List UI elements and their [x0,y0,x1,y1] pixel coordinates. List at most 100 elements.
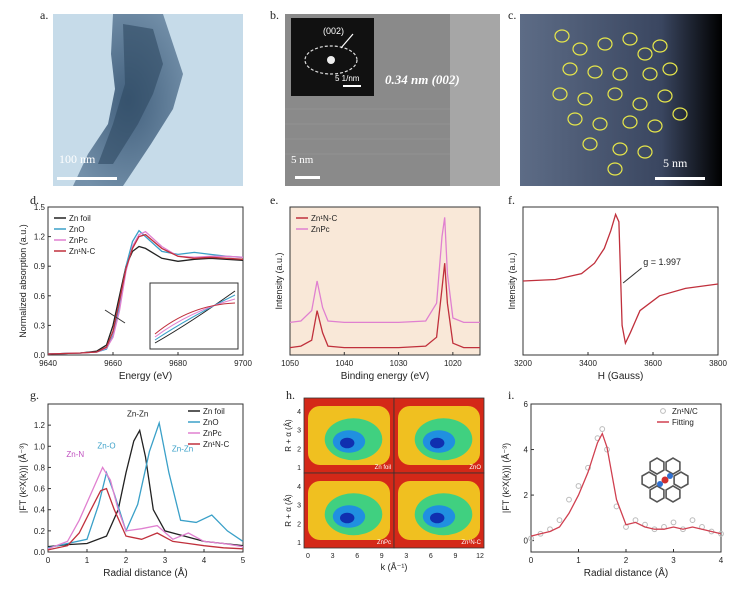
y-tick-label: 0.0 [34,548,46,557]
x-axis-label: Radial distance (Å) [103,566,187,579]
panel-label-i: i. [508,388,515,402]
series-line [522,212,719,346]
y-tick-label: 2 [524,491,529,500]
y-tick-label: 6 [524,400,529,409]
inset-series [154,302,236,335]
y-tick-label: 3 [297,428,301,435]
y-tick-label: 1.5 [34,203,46,212]
legend-entry: Zn¹N-C [311,214,337,223]
hrtem-texture [285,14,500,186]
panel-label-h: h. [286,388,295,402]
molecular-ring [665,457,681,476]
x-axis-label: Radial distance (Å) [584,566,668,579]
annotation-zn-zn: Zn-Zn [127,410,148,419]
series-line [47,245,244,355]
atom-marker [592,117,608,131]
x-tick-label: 3600 [644,359,662,368]
x-tick-label: 6 [355,553,359,560]
atom-marker [582,137,598,151]
y-axis-label: Normalized absorption (a.u.) [18,224,28,338]
atom-marker [562,62,578,76]
scalebar-c [655,177,705,180]
inset-plane-label: (002) [323,26,345,36]
chart-f-epr: 3200 3400 3600 3800 H (Gauss) Intensity (a.u.… [507,206,727,382]
atom-marker [612,67,628,81]
atom-marker [672,107,688,121]
x-tick-label: 3400 [579,359,597,368]
x-tick-label: 9 [380,553,384,560]
atom-marker [572,42,588,56]
annotation-zn-o: Zn-O [97,441,115,450]
heatmap-subpanel-label: ZnO [469,465,481,471]
atom-marker [577,92,593,106]
x-tick-label: 4 [719,556,724,565]
single-atom-markers [552,29,688,176]
x-tick-label: 3 [671,556,676,565]
atom-marker [652,39,668,53]
tem-nanostructure [57,14,183,186]
legend-entry: ZnPc [203,429,222,438]
atom-marker [657,89,673,103]
x-tick-label: 1020 [444,359,462,368]
series-line [289,263,480,349]
chart-d-xanes: 9640 9660 9680 9700 0.0 0.3 0.6 0.9 1.2 1.5 Energy… [18,203,252,382]
annotation-zn-n: Zn-N [66,450,84,459]
y-tick-label: 0.2 [34,527,46,536]
atom-marker [622,32,638,46]
y-axis-label: R + α (Å) [284,494,293,527]
x-tick-label: 6 [429,553,433,560]
y-tick-label: 2 [297,446,301,453]
chart-i-fitting: 0 1 2 3 4 0 2 4 6 Radial distance (Å) |FT (k²X(k))… [501,400,724,579]
x-axis-label: k (Å⁻¹) [381,562,408,572]
x-tick-label: 0 [306,553,310,560]
atom-marker [607,162,623,176]
zinc-atom [661,476,669,484]
panel-label-e: e. [270,193,279,207]
x-axis-label: Binding energy (eV) [341,371,429,382]
atom-marker [587,65,603,79]
x-tick-label: 0 [46,556,51,565]
x-tick-label: 3800 [709,359,727,368]
x-tick-label: 1 [576,556,581,565]
x-tick-label: 4 [202,556,207,565]
y-axis-label: Intensity (a.u.) [507,252,517,309]
y-tick-label: 0 [524,537,529,546]
legend-entry: Zn foil [203,407,225,416]
annotation-zn-zn-2: Zn-Zn [172,445,193,454]
x-tick-label: 5 [241,556,246,565]
atom-marker [647,119,663,133]
scalebar-a [57,177,117,180]
panel-label-f: f. [508,193,515,207]
scalebar-label-b: 5 nm [291,154,314,166]
y-tick-label: 0.3 [34,321,46,330]
chart-e-xps: 1050 1040 1030 1020 Binding energy (eV) Inten… [274,206,481,382]
series-line [47,420,244,549]
heatmap-peak [430,437,445,449]
series-line [47,487,244,551]
molecular-ring [673,471,689,489]
molecular-ring [649,457,665,476]
data-point [566,496,572,503]
y-tick-label: 1.2 [34,421,46,430]
atom-marker [612,142,628,156]
diffraction-inset: (002) 5 1/nm [291,18,374,96]
y-tick-label: 0.0 [34,351,46,360]
series-line [47,428,244,548]
x-tick-label: 3 [163,556,168,565]
nitrogen-atom [657,481,663,487]
data-point [575,483,582,489]
g-factor-annotation: g = 1.997 [643,257,681,267]
atom-marker [637,145,653,159]
x-tick-label: 1050 [281,359,299,368]
x-tick-label: 9660 [104,359,122,368]
y-axis-label: |FT (k²X(k))| (Å⁻³) [501,443,511,513]
inset-series [154,290,236,344]
atom-marker [597,37,613,51]
series-line [289,217,480,324]
plot-frame [47,403,244,553]
data-point [689,517,696,524]
x-tick-label: 2 [124,556,129,565]
heatmap-peak [340,437,355,449]
inset-series [154,294,236,341]
legend-entry: Zn¹N-C [203,440,229,449]
